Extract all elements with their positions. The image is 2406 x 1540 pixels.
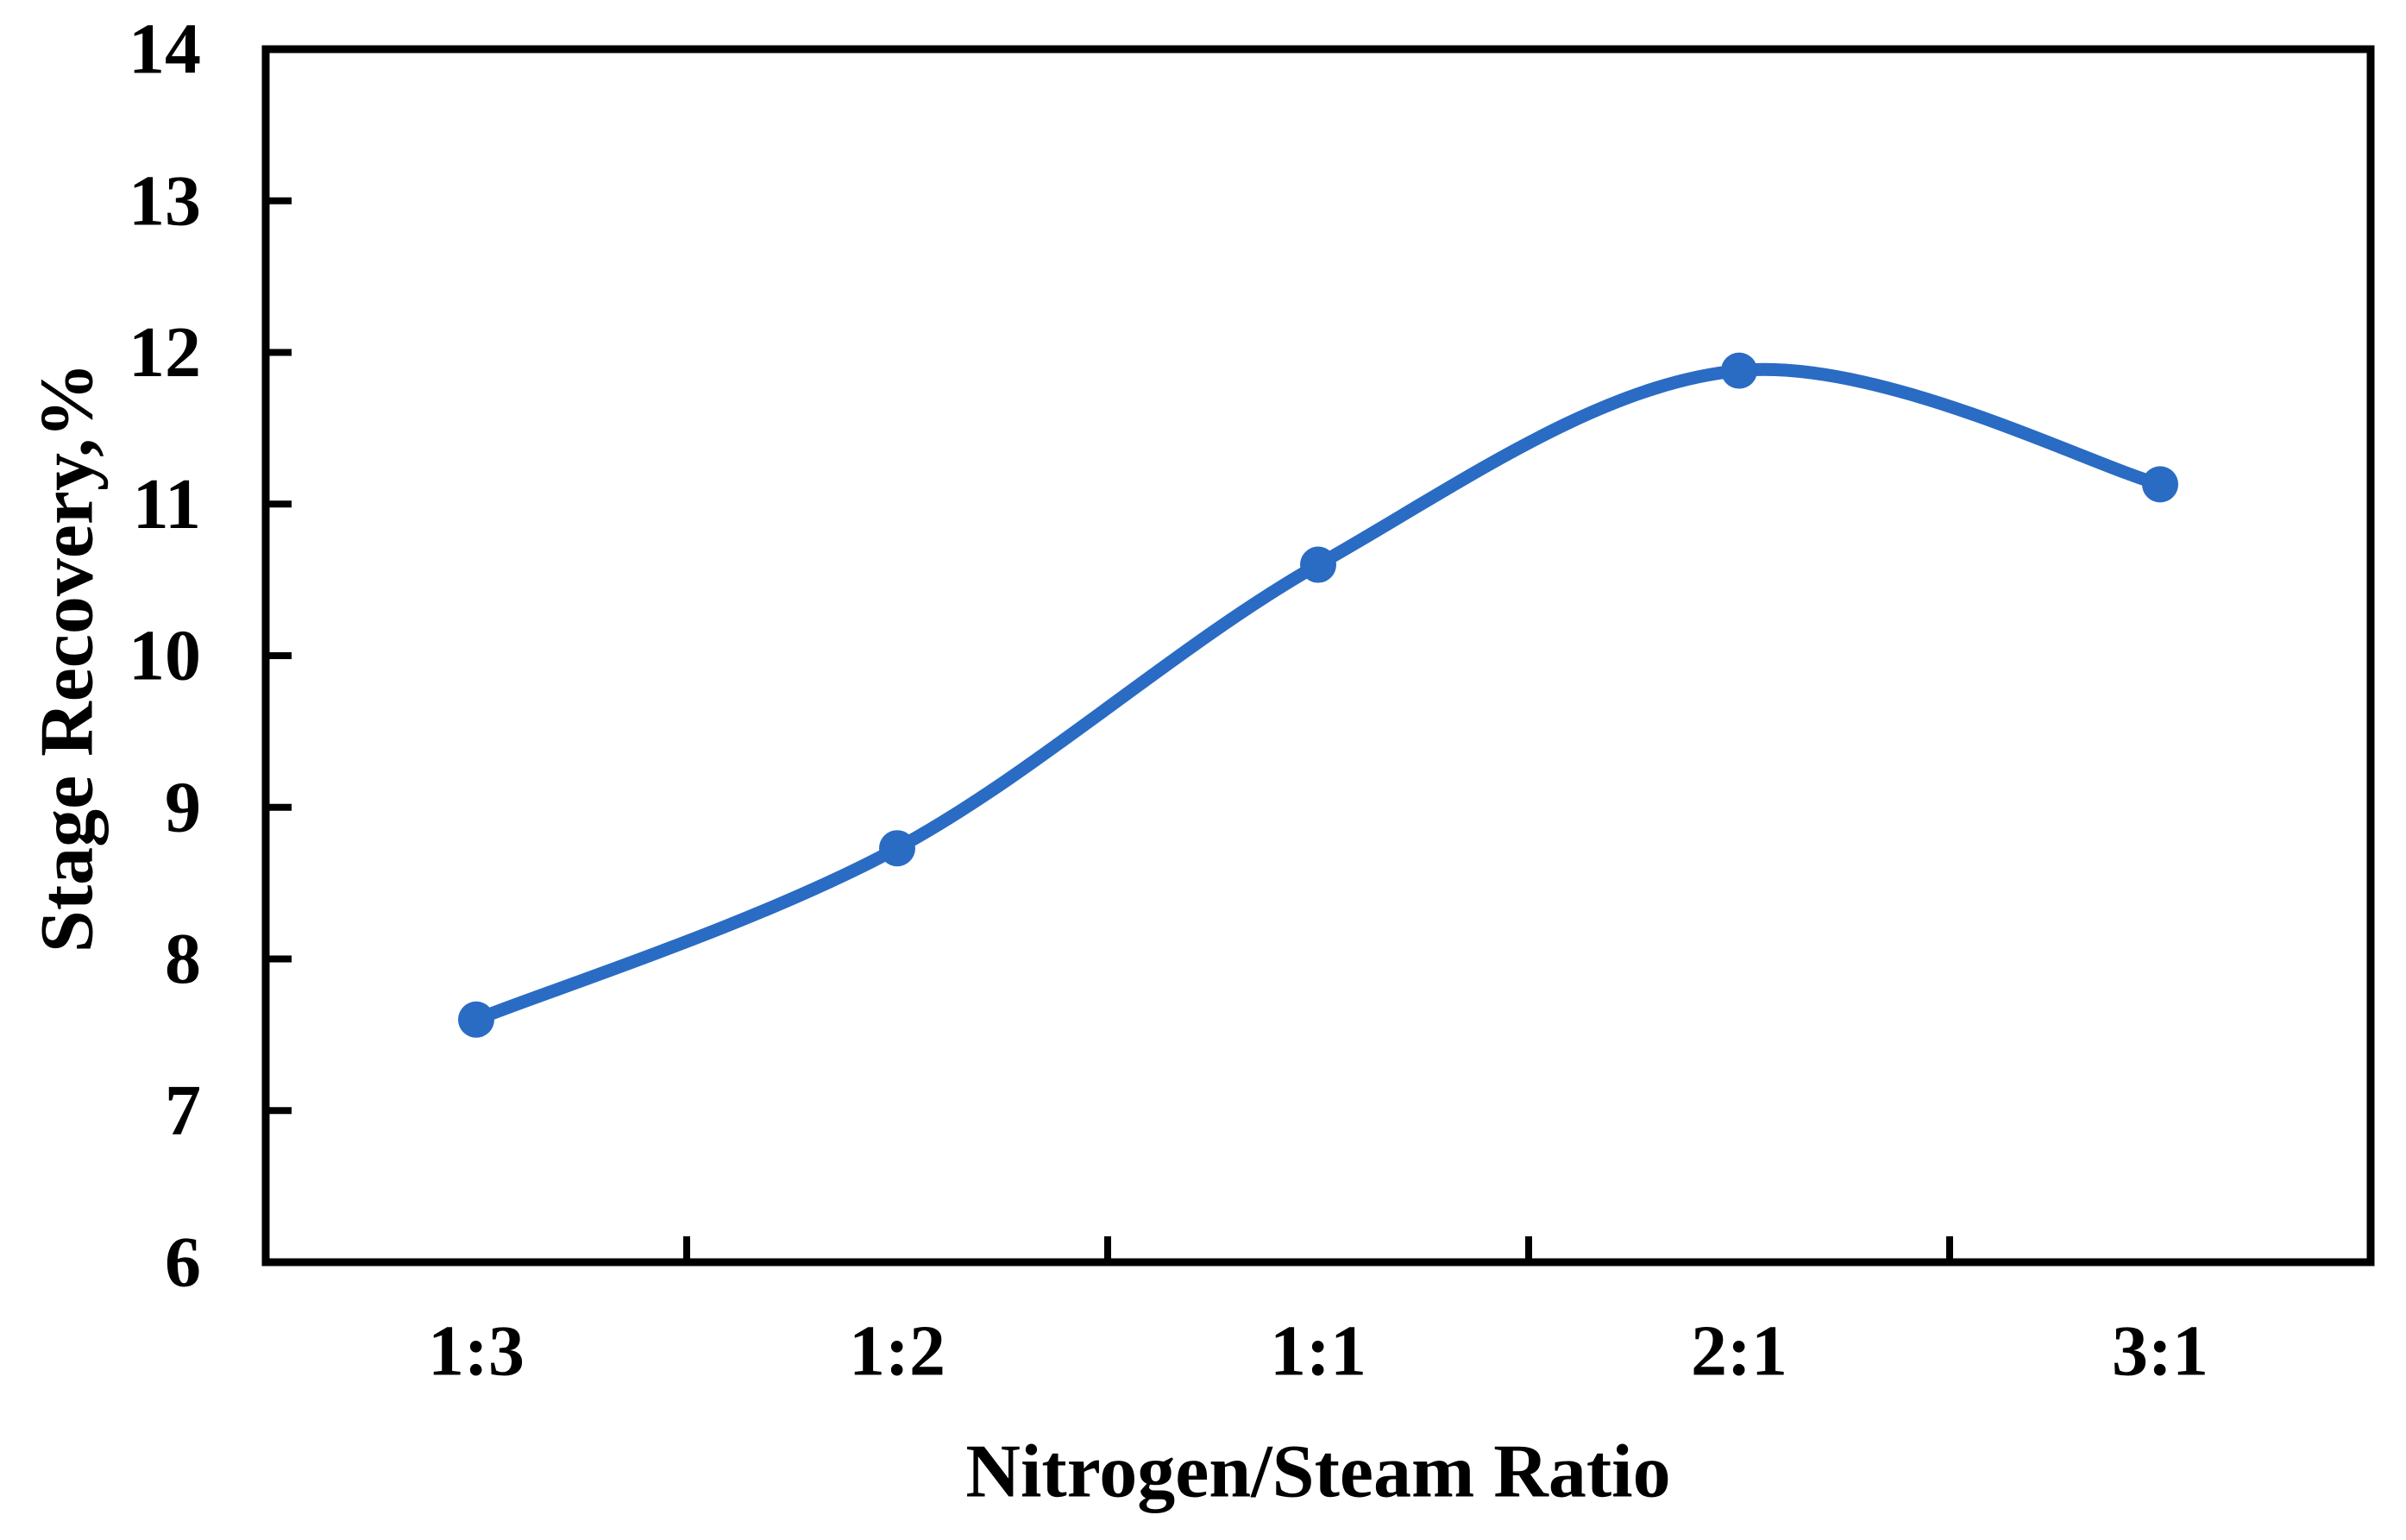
plot-border (261, 45, 2375, 1267)
x-axis-tick-label: 1:1 (1270, 1311, 1366, 1392)
y-axis-tick-label: 6 (165, 1223, 201, 1303)
data-line (469, 362, 2167, 1027)
x-axis-tick-label: 1:3 (428, 1311, 525, 1392)
x-axis-tick-label: 2:1 (1691, 1311, 1787, 1392)
data-point-marker (879, 830, 915, 867)
y-axis-tick-label: 12 (129, 312, 201, 393)
data-point-marker (458, 1001, 494, 1038)
y-axis-tick-label: 14 (129, 9, 201, 90)
y-axis-tick-label: 7 (165, 1071, 201, 1151)
x-axis-title: Nitrogen/Steam Ratio (965, 1430, 1671, 1514)
data-point-marker (1300, 546, 1336, 583)
y-axis-tick-label: 11 (133, 464, 201, 544)
y-axis-tick-label: 10 (129, 616, 201, 696)
y-axis-title: Stage Recovery,% (25, 361, 110, 953)
y-axis-tick-label: 8 (165, 919, 201, 999)
x-axis-tick-label: 1:2 (849, 1311, 945, 1392)
y-axis-tick-label: 9 (165, 767, 201, 847)
x-axis-tick-label: 3:1 (2112, 1311, 2208, 1392)
data-point-marker (1721, 352, 1757, 389)
y-axis-tick-label: 13 (129, 160, 201, 241)
data-point-marker (2142, 466, 2178, 503)
